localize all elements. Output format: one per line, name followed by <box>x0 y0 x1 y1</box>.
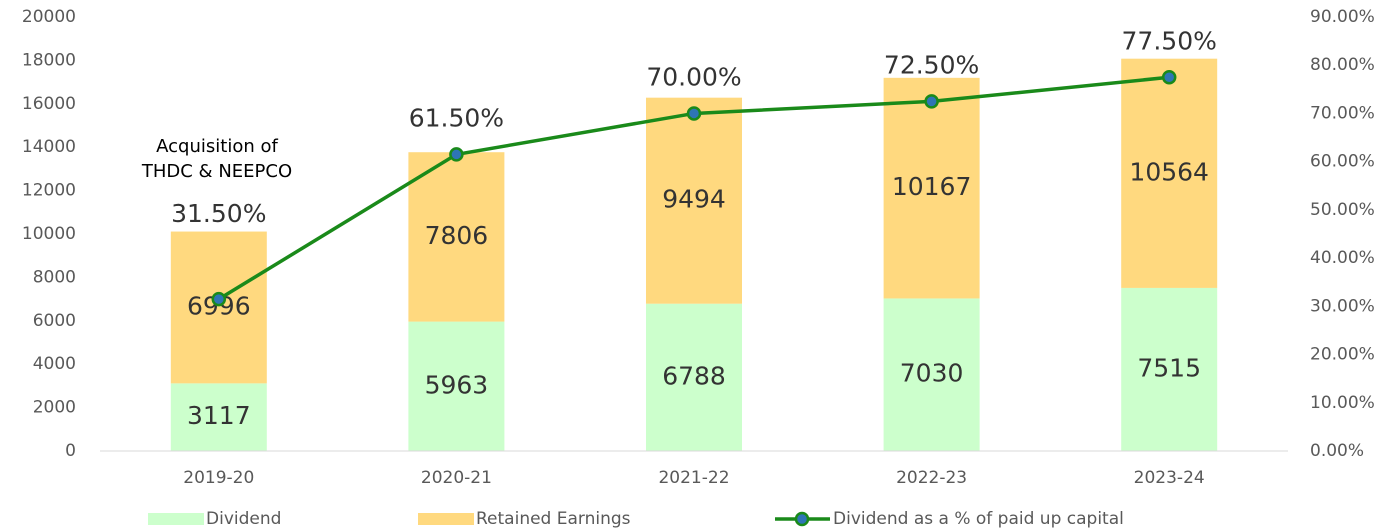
data-label: 7806 <box>425 221 489 250</box>
line-marker <box>686 106 702 121</box>
data-label: 6788 <box>662 361 726 390</box>
y-tick-label: 4000 <box>33 354 76 374</box>
data-label: 77.50% <box>1122 26 1217 55</box>
y2-tick-label: 90.00% <box>1310 7 1375 27</box>
y-tick-label: 18000 <box>22 50 76 70</box>
y-tick-label: 6000 <box>33 311 76 331</box>
data-label: 3117 <box>187 401 251 430</box>
y2-tick-label: 20.00% <box>1310 345 1375 365</box>
bar-segment <box>170 231 267 384</box>
y2-tick-label: 50.00% <box>1310 200 1375 220</box>
bar-segment <box>170 383 267 451</box>
bar-segment <box>1121 287 1218 451</box>
legend-swatch <box>794 511 810 527</box>
x-tick-label: 2019-20 <box>183 468 254 488</box>
y2-tick-label: 10.00% <box>1310 393 1375 413</box>
x-tick-label: 2021-22 <box>658 468 729 488</box>
y-tick-label: 16000 <box>22 94 76 114</box>
annotation: THDC & NEEPCO <box>141 161 292 182</box>
data-label: 70.00% <box>646 62 741 91</box>
legend-label: Dividend <box>206 509 281 529</box>
data-label: 10167 <box>892 172 972 201</box>
bar-segment <box>408 152 505 322</box>
bar-segment <box>883 77 980 299</box>
y-tick-label: 2000 <box>33 398 76 418</box>
y2-tick-label: 40.00% <box>1310 248 1375 268</box>
y-tick-label: 0 <box>65 441 76 461</box>
bar-segment <box>883 298 980 451</box>
legend-label: Retained Earnings <box>476 509 631 529</box>
legend-swatch <box>148 513 204 525</box>
x-tick-label: 2020-21 <box>421 468 492 488</box>
line-marker <box>449 147 464 162</box>
legend-label: Dividend as a % of paid up capital <box>833 509 1124 529</box>
bar-segment <box>1121 58 1218 288</box>
data-label: 5963 <box>425 370 489 399</box>
line-marker <box>924 94 939 109</box>
x-tick-label: 2022-23 <box>896 468 967 488</box>
data-label: 61.50% <box>409 103 504 132</box>
y-tick-label: 14000 <box>22 137 76 157</box>
y-tick-label: 12000 <box>22 181 76 201</box>
legend-swatch <box>418 513 474 525</box>
data-label: 7030 <box>900 359 964 388</box>
x-tick-label: 2023-24 <box>1134 468 1205 488</box>
data-label: 9494 <box>662 185 726 214</box>
y2-tick-label: 0.00% <box>1310 441 1364 461</box>
bar-segment <box>408 321 505 451</box>
data-label: 31.50% <box>171 199 266 228</box>
y2-tick-label: 80.00% <box>1310 55 1375 75</box>
data-label: 10564 <box>1129 157 1209 186</box>
data-label: 7515 <box>1137 353 1201 382</box>
data-label: 72.50% <box>884 50 979 79</box>
y-tick-label: 20000 <box>22 7 76 27</box>
y-tick-label: 10000 <box>22 224 76 244</box>
bar-segment <box>646 97 742 304</box>
line-marker <box>211 291 227 307</box>
y-tick-label: 8000 <box>33 267 76 287</box>
y2-tick-label: 70.00% <box>1310 103 1375 123</box>
y2-tick-label: 30.00% <box>1310 296 1375 316</box>
y2-tick-label: 60.00% <box>1310 152 1375 172</box>
annotation: Acquisition of <box>156 136 278 157</box>
bar-segment <box>646 303 742 451</box>
line-marker <box>1161 70 1177 85</box>
